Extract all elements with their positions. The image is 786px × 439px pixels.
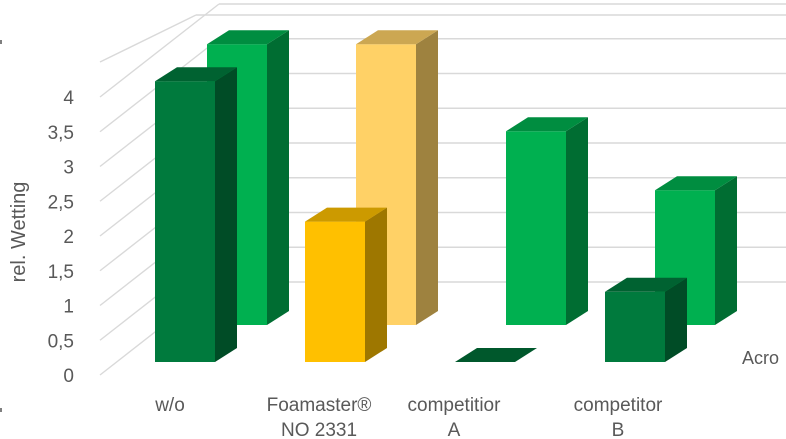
bar-face bbox=[506, 131, 566, 325]
bar-top bbox=[155, 67, 237, 82]
bar-side bbox=[715, 176, 737, 325]
bar-top bbox=[356, 30, 438, 45]
y-tick-label: 0,5 bbox=[48, 331, 74, 352]
category-label-line2: B bbox=[612, 420, 625, 439]
y-axis-ticks: 0 0,5 1 1,5 2 2,5 3 3,5 4 bbox=[48, 88, 75, 387]
bar-top bbox=[207, 30, 289, 45]
bar-side bbox=[215, 67, 237, 362]
bar-face bbox=[605, 291, 665, 362]
category-label-line2: A bbox=[448, 420, 461, 439]
category-label-line2: NO 2331 bbox=[281, 420, 357, 439]
bar-front-4 bbox=[605, 277, 687, 362]
bar-back-4 bbox=[655, 176, 737, 325]
bar-top bbox=[655, 176, 737, 191]
bar-top bbox=[605, 277, 687, 292]
x-axis-categories: w/o Foamaster® NO 2331 competitior Acompetit… bbox=[154, 395, 663, 439]
y-tick-label: 0 bbox=[63, 366, 74, 387]
y-tick-label: 1 bbox=[63, 297, 74, 318]
gridline-top-depth bbox=[99, 14, 197, 63]
left-edge-mark-top bbox=[0, 40, 2, 44]
y-tick-label: 4 bbox=[63, 88, 74, 109]
bar-face bbox=[155, 81, 215, 362]
y-tick-label: 2,5 bbox=[48, 192, 74, 213]
bar-side bbox=[566, 117, 588, 325]
y-tick-label: 3 bbox=[63, 158, 74, 179]
bar-front-2 bbox=[305, 207, 387, 362]
bar-side bbox=[267, 30, 289, 325]
category-label-line1: w/o bbox=[154, 395, 185, 416]
gridline-depth bbox=[99, 3, 220, 98]
left-edge-mark-bottom bbox=[0, 408, 2, 412]
bar-side bbox=[416, 30, 438, 325]
bar-face bbox=[305, 221, 365, 362]
bar-back-3 bbox=[506, 117, 588, 325]
series-label: Acro bbox=[742, 348, 779, 368]
y-tick-label: 2 bbox=[63, 227, 74, 248]
bar-top bbox=[506, 117, 588, 132]
bar-front-1 bbox=[155, 67, 237, 362]
bar-top bbox=[305, 207, 387, 222]
category-label-line1: competitior bbox=[408, 395, 502, 416]
bar-flat-top bbox=[455, 348, 537, 362]
bar-front-3 bbox=[455, 348, 537, 362]
bar-side bbox=[365, 207, 387, 362]
bar-side bbox=[665, 277, 687, 362]
y-tick-label: 1,5 bbox=[48, 262, 74, 283]
y-axis-label: rel. Wetting bbox=[8, 182, 30, 283]
category-label-line1: competitor bbox=[574, 395, 663, 416]
series-front-bars bbox=[155, 67, 687, 362]
category-label-line1: Foamaster® bbox=[267, 395, 372, 416]
y-tick-label: 3,5 bbox=[48, 123, 74, 144]
